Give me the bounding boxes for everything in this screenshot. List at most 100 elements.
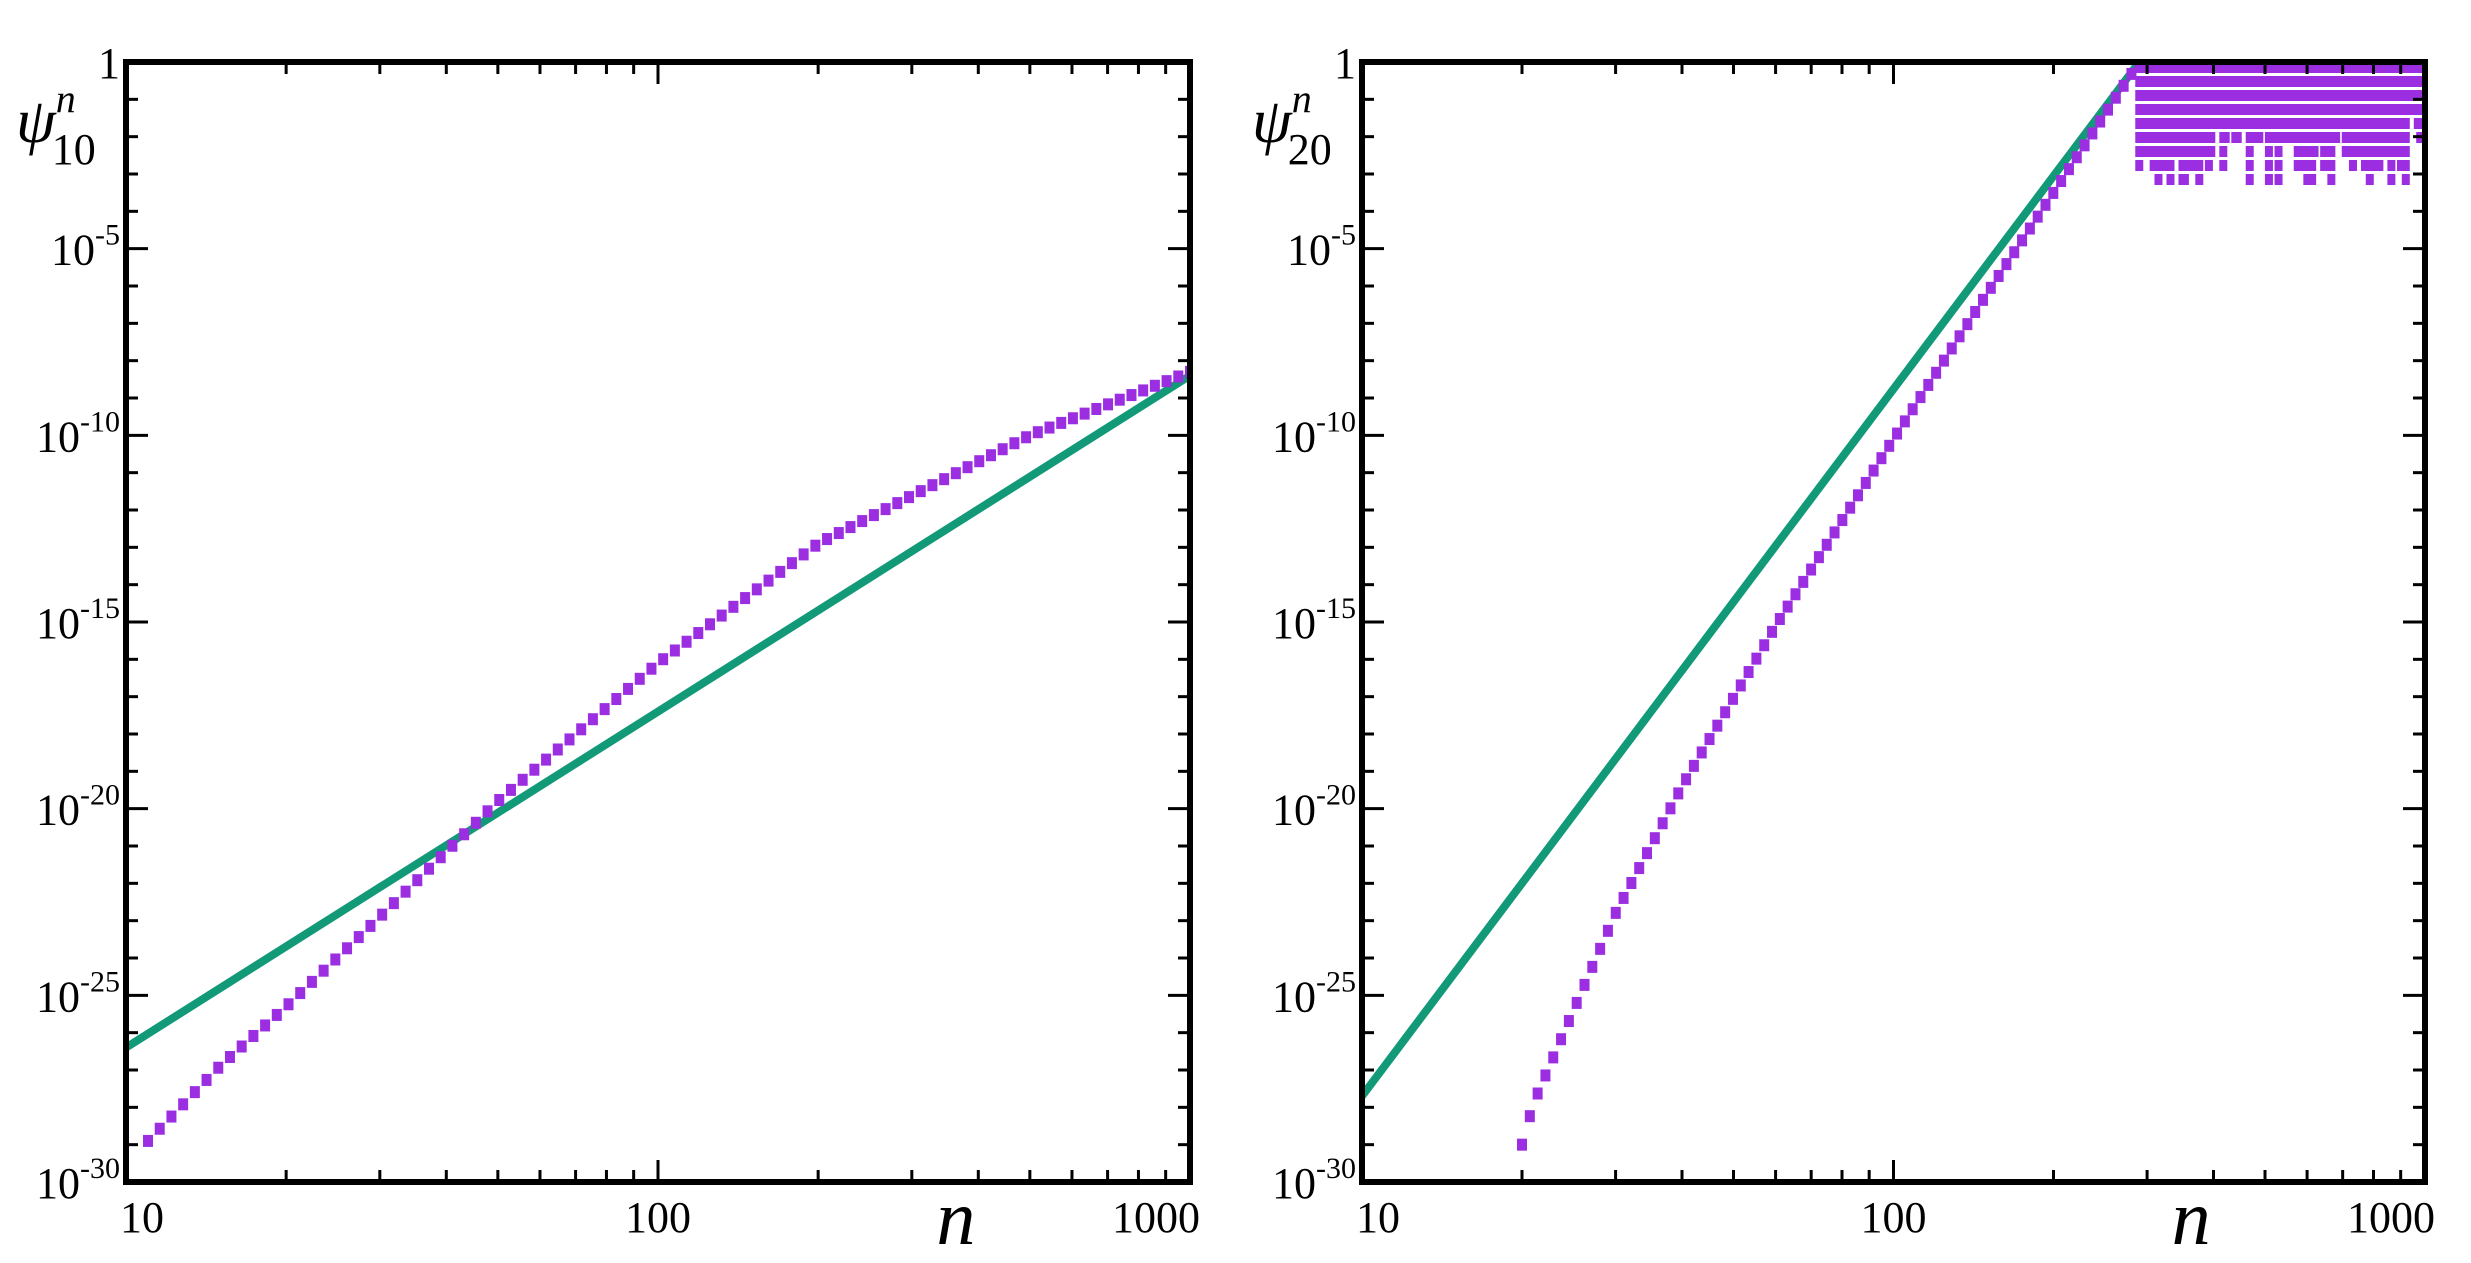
data-point bbox=[459, 828, 470, 841]
data-point bbox=[2180, 146, 2189, 157]
data-point bbox=[2154, 160, 2163, 171]
data-point bbox=[2264, 146, 2273, 157]
data-point bbox=[892, 497, 903, 510]
data-point bbox=[2401, 118, 2410, 129]
data-point bbox=[1657, 817, 1668, 830]
data-point bbox=[1571, 996, 1582, 1009]
data-point bbox=[1962, 318, 1973, 331]
y-tick-label: 10-30 bbox=[1272, 1152, 1356, 1208]
data-point bbox=[2310, 146, 2319, 157]
x-tick-label: 100 bbox=[625, 1193, 691, 1242]
data-point bbox=[1790, 588, 1801, 601]
data-point bbox=[1579, 978, 1590, 991]
data-point bbox=[623, 682, 634, 695]
data-point bbox=[1665, 802, 1676, 815]
y-tick-label: 10-25 bbox=[36, 965, 120, 1021]
data-point bbox=[1634, 862, 1645, 875]
data-point bbox=[2408, 104, 2417, 115]
data-point bbox=[1103, 398, 1114, 411]
data-point bbox=[2257, 118, 2266, 129]
data-point bbox=[1993, 269, 2004, 282]
data-point bbox=[505, 783, 516, 796]
data-point bbox=[1931, 366, 1942, 379]
data-point bbox=[2032, 210, 2043, 223]
data-point bbox=[2188, 160, 2197, 171]
data-point bbox=[1759, 639, 1770, 652]
data-point bbox=[1067, 412, 1078, 425]
data-point bbox=[2154, 174, 2163, 185]
data-point bbox=[2142, 132, 2151, 143]
left-plot-panel: 10 100 1000 1 10-5 10-10 10-15 10-20 10-25 10-30 ψ… bbox=[16, 39, 1200, 1261]
data-point bbox=[529, 763, 540, 776]
data-point bbox=[2382, 146, 2391, 157]
data-point bbox=[2024, 222, 2035, 235]
data-point bbox=[2180, 160, 2189, 171]
data-point bbox=[716, 609, 727, 622]
data-point bbox=[1829, 526, 1840, 539]
data-point bbox=[2245, 174, 2254, 185]
data-point bbox=[2310, 118, 2319, 129]
data-point bbox=[2293, 160, 2302, 171]
data-point bbox=[295, 987, 306, 1000]
data-point bbox=[1923, 378, 1934, 391]
data-point bbox=[2159, 146, 2168, 157]
data-point bbox=[2149, 118, 2158, 129]
data-point bbox=[1915, 391, 1926, 404]
data-point bbox=[2017, 234, 2028, 247]
data-point bbox=[1884, 439, 1895, 452]
data-point bbox=[2118, 79, 2129, 92]
data-point bbox=[1743, 666, 1754, 679]
data-point bbox=[1907, 403, 1918, 416]
data-point bbox=[927, 479, 938, 492]
data-point bbox=[2071, 151, 2082, 164]
data-point bbox=[1860, 476, 1871, 489]
data-point bbox=[2204, 160, 2213, 171]
data-point bbox=[2348, 146, 2357, 157]
data-point bbox=[271, 1008, 282, 1021]
data-point bbox=[2303, 174, 2312, 185]
data-point bbox=[576, 723, 587, 736]
data-point bbox=[2180, 174, 2189, 185]
data-point bbox=[143, 1134, 154, 1147]
data-point bbox=[1649, 832, 1660, 845]
y-tick-label: 10-15 bbox=[1272, 592, 1356, 648]
data-point bbox=[2327, 174, 2336, 185]
data-point bbox=[2274, 174, 2283, 185]
data-point bbox=[1009, 437, 1020, 450]
data-point bbox=[740, 592, 751, 605]
data-point bbox=[2209, 118, 2218, 129]
data-point bbox=[482, 805, 493, 818]
data-point bbox=[904, 491, 915, 504]
data-point bbox=[798, 548, 809, 561]
x-axis-label: n bbox=[2172, 1174, 2211, 1261]
y-tick-label: 10-30 bbox=[36, 1152, 120, 1208]
data-point bbox=[1563, 1015, 1574, 1028]
data-point bbox=[2095, 115, 2106, 128]
data-point bbox=[2389, 132, 2398, 143]
data-point bbox=[2224, 118, 2233, 129]
data-point bbox=[1892, 427, 1903, 440]
data-point bbox=[2168, 146, 2177, 157]
data-point bbox=[2159, 118, 2168, 129]
data-point bbox=[1602, 924, 1613, 937]
data-point bbox=[2320, 132, 2329, 143]
data-point bbox=[1079, 407, 1090, 420]
data-point bbox=[400, 885, 411, 898]
data-point bbox=[2327, 146, 2336, 157]
x-tick-label: 1000 bbox=[2347, 1193, 2435, 1242]
data-point bbox=[1091, 402, 1102, 415]
data-point bbox=[2303, 160, 2312, 171]
data-point bbox=[751, 583, 762, 596]
data-point bbox=[2377, 132, 2386, 143]
data-point bbox=[997, 443, 1008, 456]
data-point bbox=[2048, 186, 2059, 199]
data-point bbox=[2274, 132, 2283, 143]
data-point bbox=[728, 600, 739, 613]
data-point bbox=[388, 897, 399, 910]
data-point bbox=[1938, 354, 1949, 367]
data-point bbox=[2126, 67, 2137, 80]
data-point bbox=[2180, 132, 2189, 143]
data-point bbox=[1642, 847, 1653, 860]
data-point bbox=[2264, 174, 2273, 185]
